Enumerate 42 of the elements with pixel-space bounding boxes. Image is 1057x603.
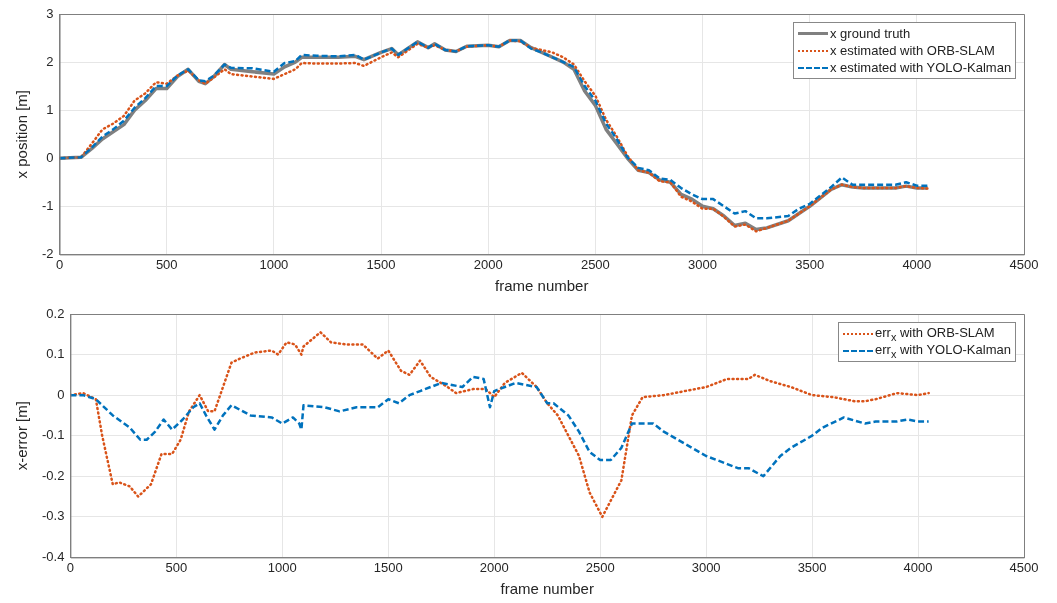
x-tick-label: 2000: [473, 256, 503, 272]
x-tick-label: 2500: [580, 256, 610, 272]
y-tick-label: 0: [46, 149, 54, 165]
x-tick-label: 4000: [903, 559, 933, 575]
legend-label: x ground truth: [830, 26, 911, 41]
y-tick-label: 1: [46, 101, 54, 117]
y-tick-label: -1: [42, 197, 54, 213]
x-tick-label: 1000: [267, 559, 297, 575]
x-tick-label: 2000: [479, 559, 509, 575]
x-tick-label: 3500: [797, 559, 827, 575]
y-tick-label: 2: [46, 53, 54, 69]
y-tick-label: -2: [42, 245, 54, 261]
x-tick-label: 0: [66, 559, 75, 575]
x-tick-label: 500: [165, 559, 188, 575]
y-tick-label: 0.2: [46, 305, 65, 321]
y-tick-label: -0.4: [41, 548, 65, 564]
y-axis-title: x position [m]: [13, 90, 31, 179]
legend-label: err$_{x}$ with ORB-SLAM: [875, 324, 995, 343]
y-axis-title: x-error [m]: [13, 401, 31, 471]
y-tick-label: 0.1: [46, 346, 65, 362]
x-tick-label: 500: [155, 256, 178, 272]
x-tick-label: 3000: [688, 256, 717, 272]
x-tick-label: 4500: [1009, 559, 1039, 575]
x-axis-title: frame number: [500, 580, 594, 598]
x-tick-label: 3500: [795, 256, 825, 272]
y-tick-label: -0.1: [41, 427, 65, 443]
y-tick-label: 3: [46, 5, 54, 21]
x-tick-label: 2500: [585, 559, 615, 575]
legend-label: err$_{x}$ with YOLO-Kalman: [875, 341, 1011, 360]
line-series: [70, 375, 930, 478]
y-tick-label: 0: [57, 386, 65, 402]
y-tick-label: -0.3: [41, 508, 65, 524]
x-axis-title: frame number: [495, 277, 589, 295]
legend-label: x estimated with YOLO-Kalman: [830, 60, 1012, 75]
y-tick-label: -0.2: [41, 467, 65, 483]
x-tick-label: 1500: [373, 559, 403, 575]
x-tick-label: 4000: [902, 256, 932, 272]
x-tick-label: 1000: [259, 256, 289, 272]
x-tick-label: 4500: [1009, 256, 1039, 272]
x-tick-label: 3000: [691, 559, 721, 575]
x-tick-label: 1500: [366, 256, 396, 272]
legend-label: x estimated with ORB-SLAM: [830, 43, 995, 58]
